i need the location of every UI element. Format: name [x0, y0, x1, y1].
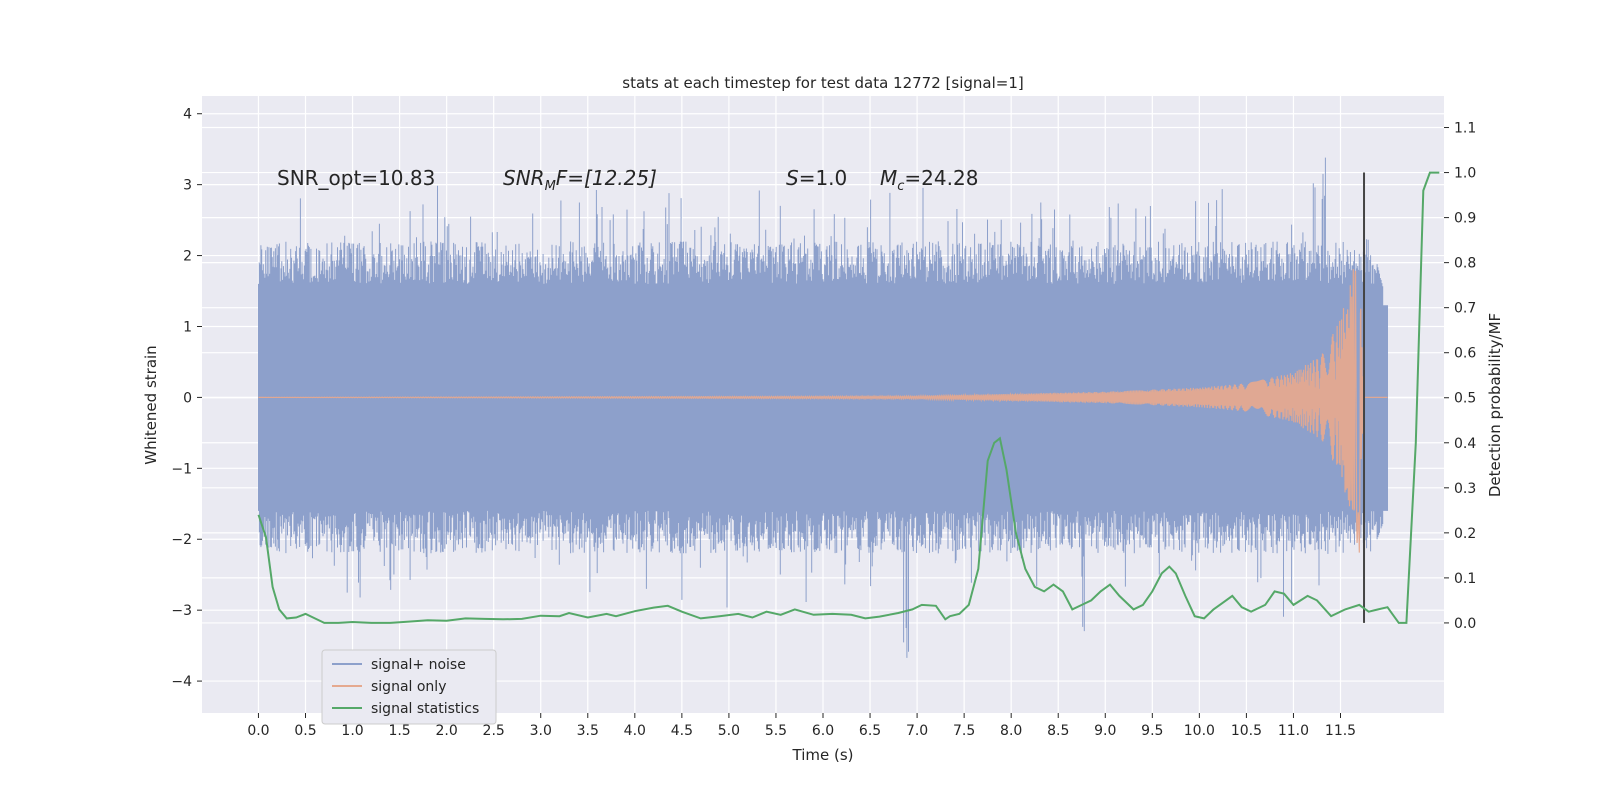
right-y-tick-label: 0.4: [1454, 436, 1476, 452]
legend: signal+ noise signal only signal statist…: [321, 649, 497, 725]
x-tick-label: 8.0: [1000, 723, 1022, 739]
annotation-snr-mf-value: F=[12.25]: [556, 166, 657, 190]
left-y-tick-label: 0: [183, 390, 192, 406]
x-tick-label: 3.0: [530, 723, 552, 739]
x-tick-label: 5.0: [718, 723, 740, 739]
x-ticks: 0.0 0.5 1.0 1.5 2.0 2.5 3.0 3.5 4.0 4.5 5.0 5.5 6.0 6…: [247, 713, 1356, 739]
x-tick-label: 5.5: [765, 723, 787, 739]
legend-box: [321, 649, 497, 725]
signal-statistics-trace: [257, 171, 1440, 624]
left-y-tick-label: −3: [171, 603, 192, 619]
legend-label-signal-noise: signal+ noise: [371, 657, 466, 673]
x-tick-label: 10.0: [1184, 723, 1215, 739]
x-tick-label: 11.5: [1325, 723, 1356, 739]
x-tick-label: 1.5: [388, 723, 410, 739]
x-tick-label: 6.5: [859, 723, 881, 739]
left-y-tick-label: 3: [183, 178, 192, 194]
left-y-tick-label: 2: [183, 249, 192, 265]
chart-title: stats at each timestep for test data 127…: [622, 74, 1023, 92]
right-y-tick-label: 0.7: [1454, 301, 1476, 317]
x-tick-label: 4.0: [624, 723, 646, 739]
left-y-ticks: −4 −3 −2 −1 0 1 2 3 4: [171, 107, 202, 690]
right-y-tick-label: 0.3: [1454, 481, 1476, 497]
annotation-snr-opt: SNR_opt=10.83: [277, 166, 435, 190]
left-y-tick-label: −4: [171, 674, 192, 690]
x-tick-label: 7.0: [906, 723, 928, 739]
right-y-tick-label: 0.2: [1454, 526, 1476, 542]
x-tick-label: 1.0: [341, 723, 363, 739]
right-y-ticks: 0.0 0.1 0.2 0.3 0.4 0.5 0.6 0.7 0.8 0.9 1.0 1.1: [1444, 121, 1476, 632]
right-y-tick-label: 0.9: [1454, 211, 1476, 227]
legend-label-signal-statistics: signal statistics: [371, 701, 479, 717]
annotation-s-value: =1.0: [799, 166, 848, 190]
annotation-s-italic: S: [786, 166, 799, 190]
signal-only-trace: [258, 269, 1388, 553]
right-y-tick-label: 0.8: [1454, 256, 1476, 272]
left-y-tick-label: 1: [183, 319, 192, 335]
annotation-mc-subscript: c: [897, 179, 904, 194]
annotation-mc: Mc=24.28: [880, 166, 978, 194]
right-y-tick-label: 0.5: [1454, 391, 1476, 407]
x-tick-label: 10.5: [1231, 723, 1262, 739]
x-axis-label: Time (s): [792, 746, 854, 764]
annotation-snr-mf: SNRMF=[12.25]: [503, 166, 657, 194]
x-tick-label: 2.5: [483, 723, 505, 739]
x-tick-label: 0.0: [247, 723, 269, 739]
right-y-tick-label: 0.6: [1454, 346, 1476, 362]
annotation-s: S=1.0: [786, 166, 847, 190]
x-tick-label: 9.0: [1094, 723, 1116, 739]
annotation-snr-mf-italic: SNR: [503, 166, 545, 190]
series-signal-only: [258, 269, 1388, 553]
right-y-tick-label: 1.1: [1454, 121, 1476, 137]
right-y-tick-label: 0.0: [1454, 616, 1476, 632]
legend-label-signal-only: signal only: [371, 679, 446, 695]
x-tick-label: 2.0: [436, 723, 458, 739]
annotation-snr-mf-subscript: M: [545, 179, 556, 194]
x-tick-label: 7.5: [953, 723, 975, 739]
x-tick-label: 4.5: [671, 723, 693, 739]
right-y-tick-label: 0.1: [1454, 571, 1476, 587]
x-tick-label: 9.5: [1141, 723, 1163, 739]
left-y-axis-label: Whitened strain: [142, 345, 160, 464]
x-tick-label: 11.0: [1278, 723, 1309, 739]
x-tick-label: 6.0: [812, 723, 834, 739]
left-y-tick-label: 4: [183, 107, 192, 123]
left-y-tick-label: −1: [171, 461, 192, 477]
left-y-tick-label: −2: [171, 532, 192, 548]
x-tick-label: 0.5: [294, 723, 316, 739]
annotation-mc-value: =24.28: [904, 166, 978, 190]
annotation-mc-italic: M: [880, 166, 897, 190]
series-signal-statistics: [257, 171, 1440, 624]
right-y-tick-label: 1.0: [1454, 166, 1476, 182]
x-tick-label: 8.5: [1047, 723, 1069, 739]
right-y-axis-label: Detection probability/MF: [1486, 313, 1504, 497]
x-tick-label: 3.5: [577, 723, 599, 739]
